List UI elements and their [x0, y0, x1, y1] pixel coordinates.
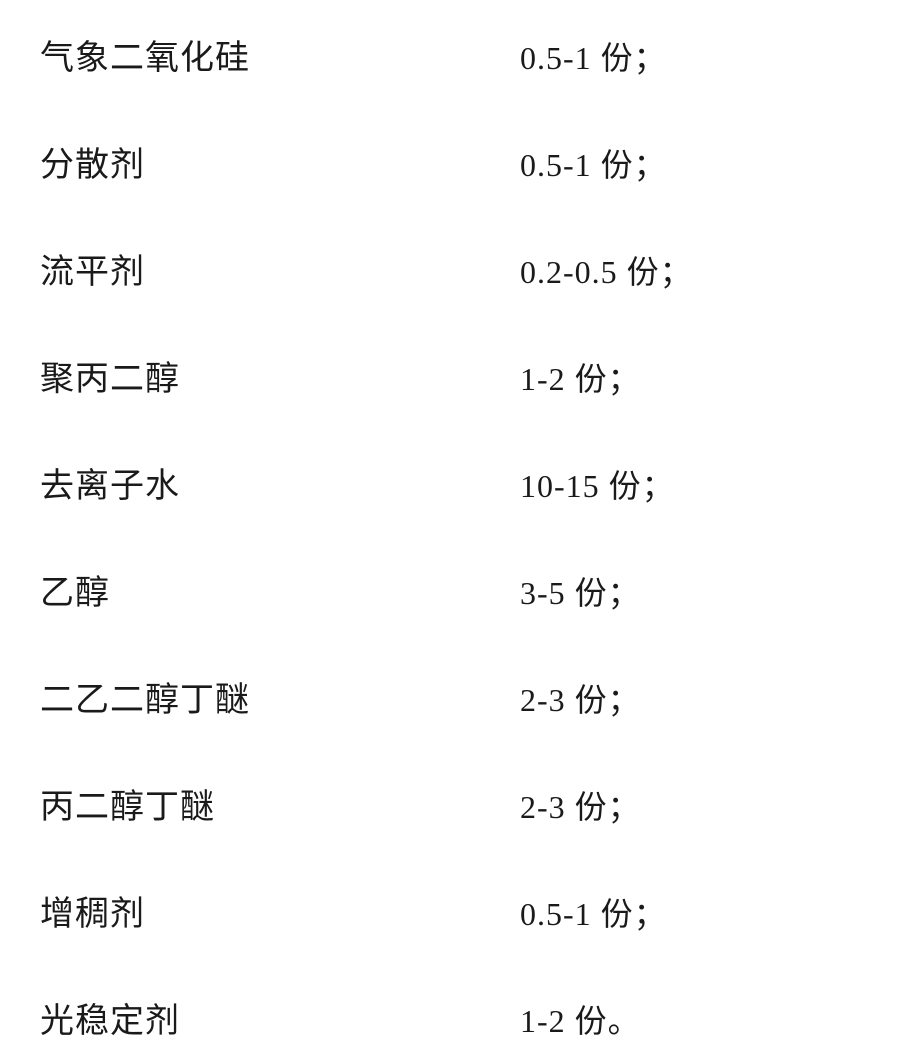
ingredient-label: 丙二醇丁醚 — [40, 779, 520, 828]
ingredient-label: 增稠剂 — [40, 886, 520, 935]
ingredient-value: 3-5 份； — [520, 568, 641, 614]
table-row: 分散剂 0.5-1 份； — [40, 137, 884, 186]
table-row: 光稳定剂 1-2 份。 — [40, 993, 884, 1042]
ingredient-label: 气象二氧化硅 — [40, 30, 520, 79]
ingredient-value: 2-3 份； — [520, 675, 641, 721]
table-row: 聚丙二醇 1-2 份； — [40, 351, 884, 400]
ingredient-label: 去离子水 — [40, 458, 520, 507]
ingredient-value: 0.5-1 份； — [520, 33, 667, 79]
ingredient-label: 聚丙二醇 — [40, 351, 520, 400]
ingredient-list: 气象二氧化硅 0.5-1 份； 分散剂 0.5-1 份； 流平剂 0.2-0.5… — [40, 30, 884, 1042]
ingredient-value: 2-3 份； — [520, 782, 641, 828]
ingredient-value: 0.2-0.5 份； — [520, 247, 693, 293]
table-row: 丙二醇丁醚 2-3 份； — [40, 779, 884, 828]
table-row: 乙醇 3-5 份； — [40, 565, 884, 614]
ingredient-value: 1-2 份； — [520, 354, 641, 400]
ingredient-value: 1-2 份。 — [520, 996, 641, 1042]
ingredient-value: 10-15 份； — [520, 461, 675, 507]
table-row: 去离子水 10-15 份； — [40, 458, 884, 507]
table-row: 气象二氧化硅 0.5-1 份； — [40, 30, 884, 79]
table-row: 二乙二醇丁醚 2-3 份； — [40, 672, 884, 721]
ingredient-value: 0.5-1 份； — [520, 889, 667, 935]
ingredient-label: 分散剂 — [40, 137, 520, 186]
ingredient-label: 流平剂 — [40, 244, 520, 293]
ingredient-label: 光稳定剂 — [40, 993, 520, 1042]
ingredient-value: 0.5-1 份； — [520, 140, 667, 186]
ingredient-label: 乙醇 — [40, 565, 520, 614]
ingredient-label: 二乙二醇丁醚 — [40, 672, 520, 721]
table-row: 增稠剂 0.5-1 份； — [40, 886, 884, 935]
table-row: 流平剂 0.2-0.5 份； — [40, 244, 884, 293]
